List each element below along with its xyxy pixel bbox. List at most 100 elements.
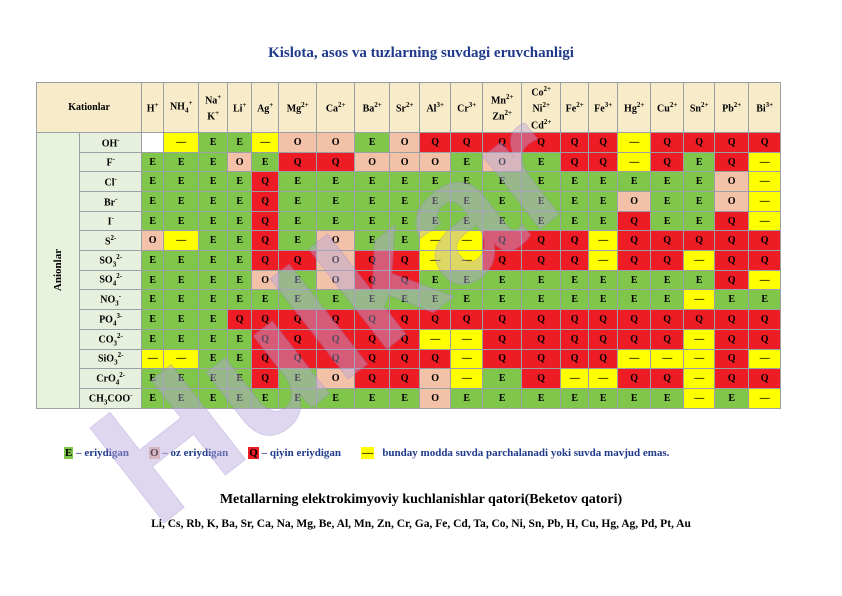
solubility-cell: E <box>560 289 590 311</box>
solubility-cell: E <box>617 269 652 291</box>
solubility-cell: Q <box>588 151 619 173</box>
solubility-cell: — <box>683 387 716 409</box>
solubility-cell: — <box>683 250 716 271</box>
solubility-cell: — <box>683 348 716 370</box>
solubility-cell: E <box>227 250 253 271</box>
solubility-cell: Q <box>714 151 750 173</box>
solubility-cell: Q <box>227 309 253 330</box>
solubility-cell: E <box>278 289 318 311</box>
solubility-cell: E <box>588 191 619 212</box>
solubility-cell: E <box>316 171 356 193</box>
solubility-cell: — <box>748 151 782 173</box>
solubility-cell: E <box>227 131 253 153</box>
solubility-cell: E <box>683 210 716 232</box>
solubility-cell: — <box>617 131 652 153</box>
solubility-cell: Q <box>588 131 619 153</box>
solubility-cell: Q <box>748 328 782 350</box>
solubility-cell: Q <box>714 230 750 252</box>
solubility-cell: E <box>450 387 484 409</box>
cation-header: Co2+ Ni2+ Cd2+ <box>521 82 562 133</box>
table-row: I- E E E E Q E E E E E E E E E E Q E E Q — <box>37 210 782 232</box>
solubility-cell: — <box>617 348 652 370</box>
solubility-cell: Q <box>521 328 562 350</box>
solubility-cell: Q <box>251 191 280 212</box>
solubility-cell: E <box>650 289 685 311</box>
table-row: SO42- E E E E O E O Q Q E E E E E E E E E Q — <box>37 269 782 291</box>
solubility-cell: O <box>316 131 356 153</box>
solubility-cell: Q <box>521 348 562 370</box>
solubility-cell: E <box>227 210 253 232</box>
solubility-cell: Q <box>316 151 356 173</box>
solubility-cell: E <box>560 387 590 409</box>
cation-header: Bi3+ <box>748 82 782 133</box>
solubility-cell: Q <box>521 131 562 153</box>
legend-swatch-o: O <box>148 447 160 459</box>
solubility-cell: Q <box>714 328 750 350</box>
solubility-cell: Q <box>560 230 590 252</box>
solubility-cell: — <box>450 230 484 252</box>
solubility-cell: E <box>521 387 562 409</box>
solubility-cell: O <box>316 269 356 291</box>
solubility-cell: — <box>163 131 200 153</box>
solubility-cell: E <box>198 171 229 193</box>
solubility-cell: Q <box>389 250 421 271</box>
solubility-cell: E <box>450 151 484 173</box>
solubility-cell: E <box>141 210 165 232</box>
solubility-cell: E <box>389 191 421 212</box>
solubility-cell: E <box>482 289 523 311</box>
solubility-cell: Q <box>714 131 750 153</box>
solubility-cell: E <box>617 289 652 311</box>
anionlar-label: Anionlar <box>35 131 81 409</box>
solubility-cell: Q <box>650 328 685 350</box>
anion-label: PO43- <box>79 309 143 330</box>
solubility-cell: Q <box>389 348 421 370</box>
solubility-cell: Q <box>560 348 590 370</box>
solubility-cell: E <box>588 269 619 291</box>
solubility-cell: E <box>198 230 229 252</box>
solubility-cell: Q <box>521 368 562 389</box>
solubility-cell: E <box>450 269 484 291</box>
solubility-cell: Q <box>389 269 421 291</box>
solubility-cell: Q <box>450 309 484 330</box>
solubility-cell: Q <box>278 250 318 271</box>
solubility-cell: — <box>748 191 782 212</box>
solubility-cell: E <box>316 210 356 232</box>
legend-item-oz-eriydigan: O – oz eriydigan <box>148 447 228 459</box>
table-row: CH3COO- E E E E E E E E E O E E E E E E E — E — <box>37 387 782 409</box>
solubility-cell: E <box>198 269 229 291</box>
solubility-cell: Q <box>278 151 318 173</box>
solubility-cell: Q <box>251 368 280 389</box>
cation-header: Cu2+ <box>650 82 685 133</box>
solubility-cell: E <box>278 269 318 291</box>
solubility-cell: Q <box>588 328 619 350</box>
solubility-cell: E <box>650 269 685 291</box>
solubility-cell: E <box>389 171 421 193</box>
solubility-cell: E <box>419 191 452 212</box>
solubility-cell: Q <box>617 250 652 271</box>
solubility-cell: O <box>617 191 652 212</box>
solubility-cell: — <box>748 210 782 232</box>
solubility-cell: O <box>419 368 452 389</box>
anion-label: F- <box>79 151 143 173</box>
solubility-cell: Q <box>251 348 280 370</box>
solubility-cell: Q <box>354 309 391 330</box>
solubility-cell: E <box>588 210 619 232</box>
solubility-cell: E <box>278 368 318 389</box>
table-row: CrO42- E E E E Q E O Q Q O — E Q — — Q Q — Q Q <box>37 368 782 389</box>
solubility-cell: E <box>419 171 452 193</box>
solubility-cell: E <box>141 309 165 330</box>
table-row: F- E E E O E Q Q O O O E O E Q Q — Q E Q — <box>37 151 782 173</box>
solubility-cell: E <box>251 151 280 173</box>
anion-label: SO32- <box>79 250 143 271</box>
solubility-cell: Q <box>560 250 590 271</box>
solubility-cell: E <box>714 387 750 409</box>
solubility-cell: Q <box>482 328 523 350</box>
anion-label: SiO32- <box>79 348 143 370</box>
solubility-cell: E <box>389 230 421 252</box>
legend-item-mavjud-emas: — bunday modda suvda parchalanadi yoki s… <box>361 447 669 459</box>
solubility-cell: E <box>650 210 685 232</box>
solubility-cell: Q <box>482 131 523 153</box>
cation-header: Mg2+ <box>278 82 318 133</box>
solubility-cell: E <box>316 387 356 409</box>
solubility-cell: O <box>714 171 750 193</box>
